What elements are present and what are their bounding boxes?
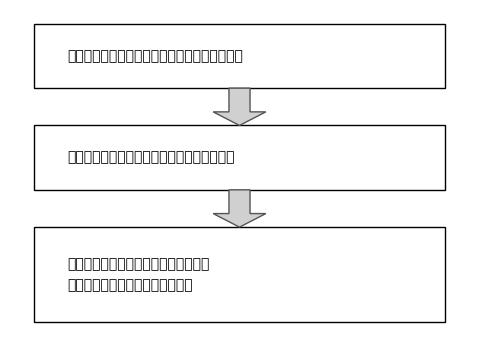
Bar [34, 24, 445, 88]
Text: 以用户侧充电费用最小为目标建立第一充电模型: 以用户侧充电费用最小为目标建立第一充电模型 [67, 49, 243, 63]
Polygon shape [213, 190, 266, 227]
Bar [34, 227, 445, 322]
Bar [34, 125, 445, 190]
Text: 以电网侧峰谷差最小为目标建立第二充电模型: 以电网侧峰谷差最小为目标建立第二充电模型 [67, 151, 235, 165]
Text: 综合用户侧和电网侧两方面进行考虑，
建立片区内电动汽车有序充电模型: 综合用户侧和电网侧两方面进行考虑， 建立片区内电动汽车有序充电模型 [67, 257, 209, 292]
Polygon shape [213, 88, 266, 125]
